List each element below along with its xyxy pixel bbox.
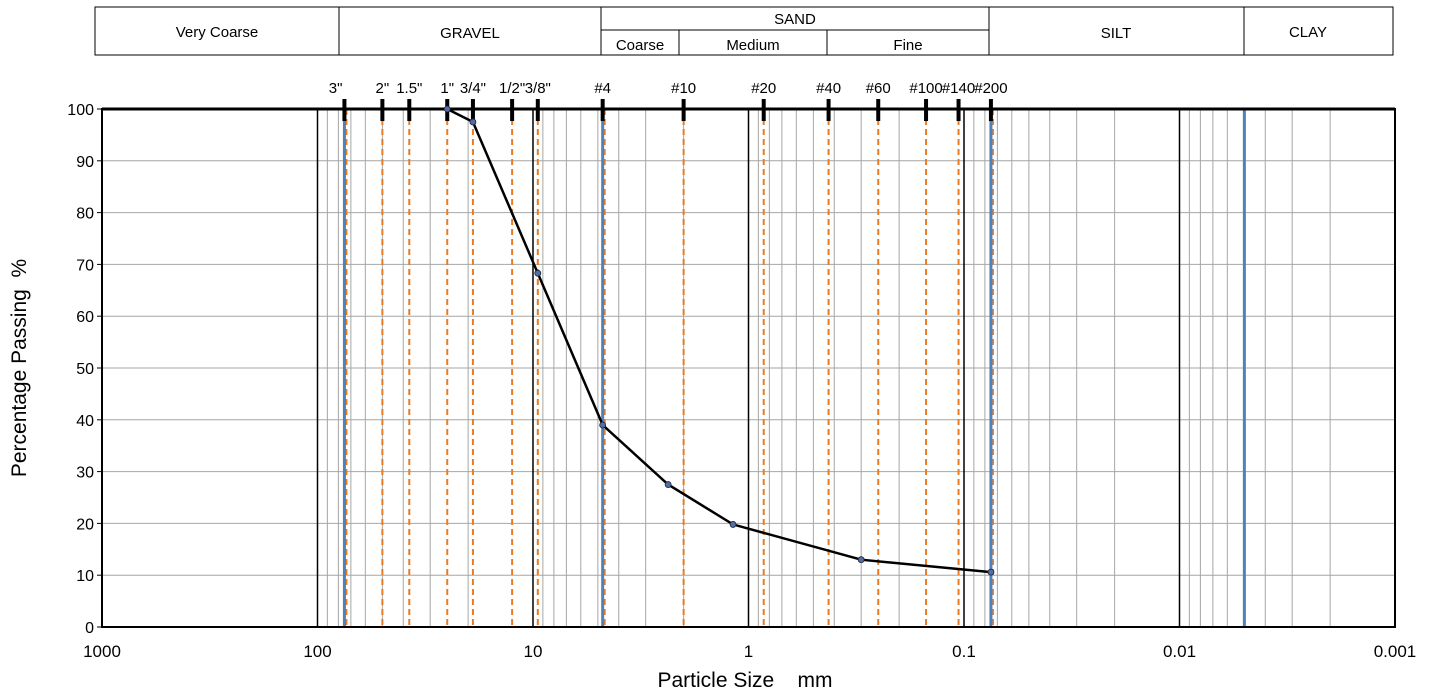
y-tick-label: 90 [76, 154, 94, 171]
y-tick-label: 100 [67, 102, 94, 119]
sand-coarse-label: Coarse [616, 37, 664, 54]
sieve-label: 3/4" [460, 80, 486, 97]
sieve-label: #4 [594, 80, 611, 97]
x-tick-label: 1 [744, 642, 753, 661]
y-tick-label: 40 [76, 413, 94, 430]
data-point [599, 421, 607, 429]
sieve-lines [345, 109, 994, 627]
sieve-label: #20 [751, 80, 776, 97]
sieve-label: 3/8" [525, 80, 551, 97]
sieve-label: #140 [942, 80, 975, 97]
x-tick-labels: 1000 100 10 1 0.1 0.01 0.001 [83, 642, 1416, 661]
data-point [534, 269, 542, 277]
gravel-label: GRAVEL [440, 25, 500, 42]
y-tick-label: 80 [76, 206, 94, 223]
data-point [729, 521, 737, 528]
y-tick-labels: 0 10 20 30 40 50 60 70 80 90 100 [67, 102, 94, 637]
sieve-label: 3" [329, 80, 343, 97]
y-tick-label: 60 [76, 309, 94, 326]
x-axis-label: Particle Size mm [657, 669, 832, 692]
sieve-label: 1/2" [499, 80, 525, 97]
very-coarse-label: Very Coarse [176, 24, 259, 41]
clay-label: CLAY [1289, 24, 1327, 41]
silt-label: SILT [1101, 25, 1132, 42]
data-point [443, 105, 451, 113]
y-tick-label: 70 [76, 257, 94, 274]
x-tick-label: 10 [524, 642, 543, 661]
sieve-label: #60 [866, 80, 891, 97]
y-tick-label: 20 [76, 516, 94, 533]
sieve-label: 2" [376, 80, 390, 97]
sand-fine-label: Fine [893, 37, 922, 54]
classification-table-border [94, 6, 1394, 56]
x-tick-label: 0.1 [952, 642, 976, 661]
y-tick-label: 0 [85, 620, 94, 637]
x-tick-label: 100 [303, 642, 331, 661]
sieve-label: #10 [671, 80, 696, 97]
sieve-label: #40 [816, 80, 841, 97]
boundary-lines [342, 109, 1246, 627]
y-axis-label: Percentage Passing % [8, 259, 31, 477]
sieve-label: #200 [974, 80, 1007, 97]
y-tick-label: 10 [76, 568, 94, 585]
data-point [987, 568, 995, 576]
sieve-label: #100 [909, 80, 942, 97]
data-point [857, 556, 865, 564]
y-tick-label: 50 [76, 361, 94, 378]
sieve-labels: 3" 2" 1.5" 1" 3/4" 1/2" 3/8" #4 #10 #20 #40 #60 #100… [329, 80, 1008, 97]
sieve-label: 1" [440, 80, 454, 97]
x-tick-label: 0.001 [1374, 642, 1417, 661]
sieve-label: 1.5" [396, 80, 422, 97]
gradation-line [446, 107, 992, 574]
data-point [469, 118, 477, 126]
data-point [664, 481, 672, 488]
y-tick-label: 30 [76, 465, 94, 482]
x-tick-label: 1000 [83, 642, 121, 661]
sand-label: SAND [774, 11, 816, 28]
classification-table [94, 6, 1394, 56]
gradation-curve [443, 105, 995, 576]
sieve-ticks [102, 99, 1395, 121]
sand-medium-label: Medium [726, 37, 779, 54]
x-tick-label: 0.01 [1163, 642, 1196, 661]
